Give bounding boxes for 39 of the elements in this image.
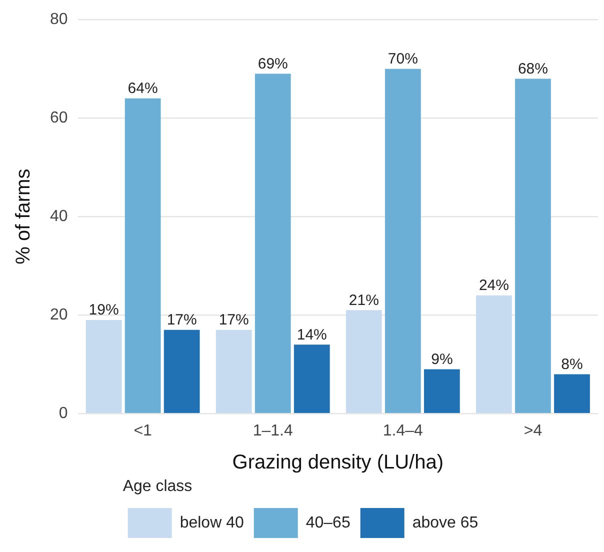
bar — [476, 295, 512, 413]
y-tick-label: 60 — [50, 110, 68, 127]
bar — [515, 78, 551, 413]
y-tick-label: 40 — [50, 208, 68, 226]
text: 8% — [561, 356, 583, 373]
y-axis-title: % of farms — [12, 168, 35, 264]
bar — [554, 374, 590, 413]
legend-label: below 40 — [180, 514, 244, 532]
bar — [216, 330, 252, 413]
legend-label: 40–65 — [306, 514, 350, 532]
bar — [294, 344, 330, 413]
x-axis-title: Grazing density (LU/ha) — [232, 451, 444, 474]
x-tick-label: <1 — [134, 422, 152, 440]
legend-title: Age class — [122, 478, 192, 496]
text: 69% — [258, 55, 288, 72]
x-tick-label: 1.4–4 — [382, 422, 424, 440]
text: 21% — [348, 292, 379, 309]
y-tick-label: 20 — [50, 306, 68, 324]
bar — [86, 320, 122, 413]
bar — [164, 330, 200, 413]
bar — [124, 98, 161, 413]
text: 24% — [478, 277, 509, 294]
bar — [384, 68, 421, 413]
legend-label: above 65 — [412, 514, 478, 532]
text: 64% — [128, 80, 158, 98]
text: 14% — [296, 326, 327, 344]
text: 70% — [388, 50, 418, 68]
y-tick-label: 0 — [58, 405, 68, 422]
text: 17% — [218, 312, 249, 329]
y-tick-label: 80 — [50, 11, 68, 28]
bar — [424, 369, 460, 413]
text: 9% — [431, 350, 453, 368]
x-tick-label: >4 — [524, 422, 542, 440]
text: 68% — [518, 60, 548, 78]
text: 19% — [88, 302, 119, 319]
x-tick-label: 1–1.4 — [252, 422, 293, 440]
bar — [346, 310, 382, 413]
text: 17% — [166, 312, 197, 329]
bar — [254, 74, 291, 413]
